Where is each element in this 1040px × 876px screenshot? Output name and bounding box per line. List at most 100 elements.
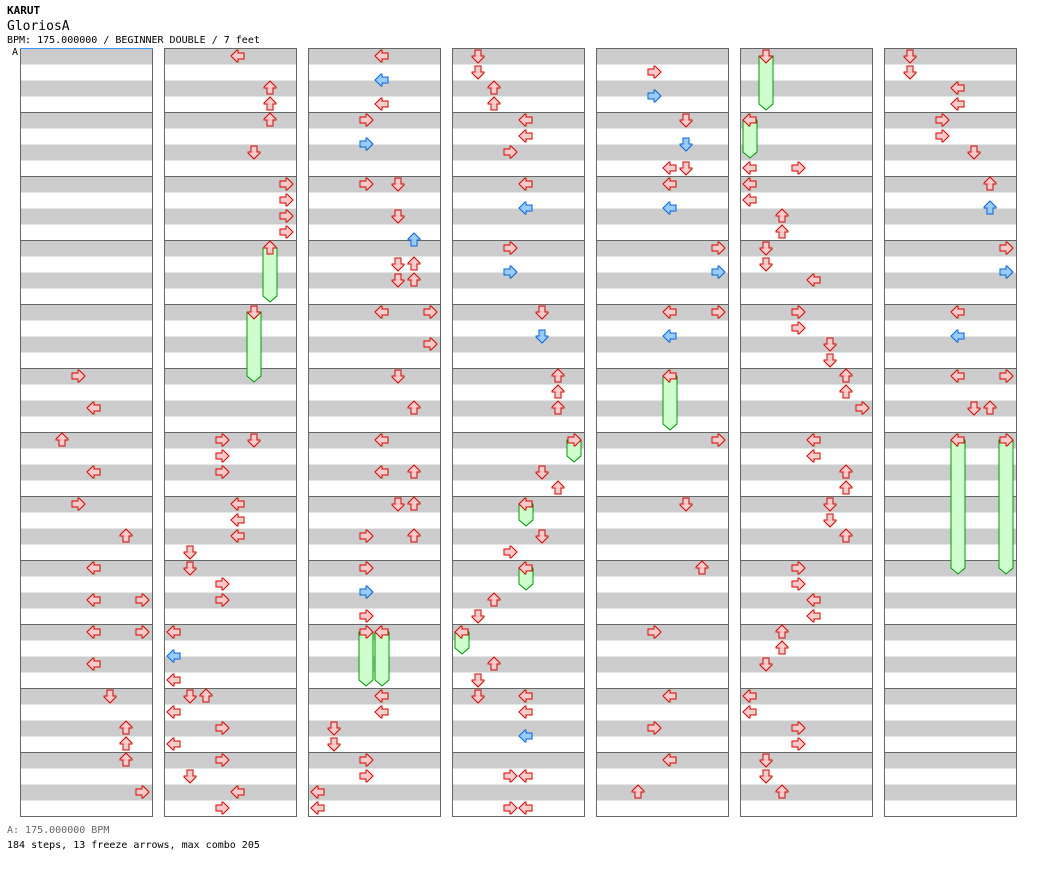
step-arrow-right-icon <box>215 465 230 479</box>
step-arrow-right-icon <box>791 577 806 591</box>
beat-stripe <box>596 624 729 641</box>
beat-stripe <box>740 304 873 321</box>
step-arrow-right-icon <box>359 113 374 127</box>
step-arrow-up-icon <box>487 96 501 111</box>
beat-stripe <box>740 368 873 385</box>
beat-stripe <box>452 688 585 705</box>
step-arrow-right-icon <box>359 529 374 543</box>
freeze-arrow-body <box>950 439 966 575</box>
beat-stripe <box>596 80 729 97</box>
beat-stripe <box>596 592 729 609</box>
beat-stripe <box>884 720 1017 737</box>
beat-stripe <box>740 720 873 737</box>
step-arrow-left-icon <box>662 161 677 175</box>
step-arrow-right-icon <box>647 721 662 735</box>
beat-stripe <box>884 656 1017 673</box>
beat-stripe <box>20 48 153 65</box>
freeze-head-down-icon <box>759 49 773 64</box>
freeze-head-right-icon <box>567 433 582 447</box>
step-arrow-left-icon <box>742 193 757 207</box>
step-arrow-down-icon <box>391 209 405 224</box>
beat-stripe <box>884 304 1017 321</box>
step-arrow-right-icon <box>791 561 806 575</box>
freeze-head-right-icon <box>359 625 374 639</box>
step-arrow-right-icon <box>503 265 518 279</box>
beat-stripe <box>884 176 1017 193</box>
step-arrow-up-icon <box>407 232 421 247</box>
step-arrow-up-icon <box>199 688 213 703</box>
beat-stripe <box>740 656 873 673</box>
step-arrow-up-icon <box>551 480 565 495</box>
column-border <box>884 48 1017 817</box>
beat-stripe <box>452 592 585 609</box>
step-arrow-left-icon <box>166 737 181 751</box>
beat-stripe <box>884 112 1017 129</box>
step-arrow-down-icon <box>967 145 981 160</box>
beat-stripe <box>308 144 441 161</box>
step-arrow-up-icon <box>119 752 133 767</box>
column-border <box>740 48 873 817</box>
freeze-head-down-icon <box>247 305 261 320</box>
bpm-marker-label: A <box>12 47 19 58</box>
freeze-head-left-icon <box>662 369 677 383</box>
step-arrow-up-icon <box>55 432 69 447</box>
step-arrow-right-icon <box>215 449 230 463</box>
step-arrow-down-icon <box>823 513 837 528</box>
beat-stripe <box>20 304 153 321</box>
beat-stripe <box>164 464 297 481</box>
beat-stripe <box>308 400 441 417</box>
beat-stripe <box>740 208 873 225</box>
beat-stripe <box>740 272 873 289</box>
step-arrow-up-icon <box>119 528 133 543</box>
beat-stripe <box>452 432 585 449</box>
step-arrow-right-icon <box>135 785 150 799</box>
step-arrow-up-icon <box>695 560 709 575</box>
step-arrow-left-icon <box>662 201 677 215</box>
step-arrow-down-icon <box>823 497 837 512</box>
beat-stripe <box>164 592 297 609</box>
step-arrow-up-icon <box>839 464 853 479</box>
beat-stripe <box>452 48 585 65</box>
step-arrow-right-icon <box>359 753 374 767</box>
beat-stripe <box>308 752 441 769</box>
beat-stripe <box>596 272 729 289</box>
beat-stripe <box>740 240 873 257</box>
beat-stripe <box>740 432 873 449</box>
step-arrow-right-icon <box>215 721 230 735</box>
step-arrow-left-icon <box>166 705 181 719</box>
freeze-arrow-body <box>758 55 774 111</box>
step-arrow-down-icon <box>183 769 197 784</box>
beat-stripe <box>740 336 873 353</box>
step-arrow-up-icon <box>775 784 789 799</box>
beat-stripe <box>452 112 585 129</box>
step-arrow-right-icon <box>423 337 438 351</box>
beat-stripe <box>164 112 297 129</box>
column-border <box>164 48 297 817</box>
beat-stripe <box>452 656 585 673</box>
step-arrow-left-icon <box>374 73 389 87</box>
beat-stripe <box>884 48 1017 65</box>
step-arrow-right-icon <box>503 545 518 559</box>
beat-stripe <box>884 560 1017 577</box>
beat-stripe <box>596 48 729 65</box>
beat-stripe <box>20 752 153 769</box>
column-border <box>452 48 585 817</box>
beat-stripe <box>740 784 873 801</box>
step-arrow-left-icon <box>662 329 677 343</box>
step-arrow-down-icon <box>391 257 405 272</box>
step-arrow-up-icon <box>119 736 133 751</box>
beat-stripe <box>452 208 585 225</box>
beat-stripe <box>164 560 297 577</box>
step-arrow-down-icon <box>967 401 981 416</box>
beat-stripe <box>740 176 873 193</box>
beat-stripe <box>20 560 153 577</box>
beat-stripe <box>884 272 1017 289</box>
step-arrow-right-icon <box>711 265 726 279</box>
freeze-arrow-body <box>246 311 262 383</box>
freeze-arrow-body <box>662 375 678 431</box>
step-arrow-down-icon <box>535 305 549 320</box>
step-arrow-up-icon <box>775 208 789 223</box>
step-arrow-left-icon <box>742 161 757 175</box>
step-arrow-left-icon <box>742 689 757 703</box>
chart-column <box>596 48 729 817</box>
